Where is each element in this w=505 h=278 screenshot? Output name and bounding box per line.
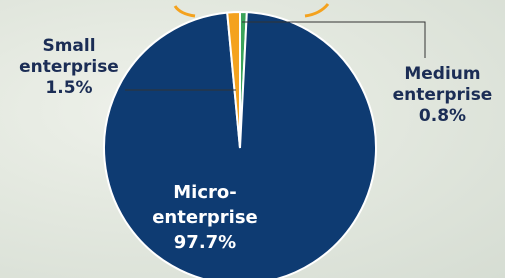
value-label: 1.5% bbox=[14, 78, 124, 99]
page: Small enterprise 1.5% Medium enterprise … bbox=[0, 0, 505, 278]
micro-label: Micro-enterprise 97.7% bbox=[130, 180, 280, 255]
value-label: 97.7% bbox=[130, 230, 280, 255]
value-label: 0.8% bbox=[380, 106, 505, 127]
category-label: Small enterprise bbox=[14, 36, 124, 78]
category-label: Micro-enterprise bbox=[130, 180, 280, 230]
category-label: Medium enterprise bbox=[380, 64, 505, 106]
small-label: Small enterprise 1.5% bbox=[14, 36, 124, 99]
medium-label: Medium enterprise 0.8% bbox=[380, 64, 505, 127]
